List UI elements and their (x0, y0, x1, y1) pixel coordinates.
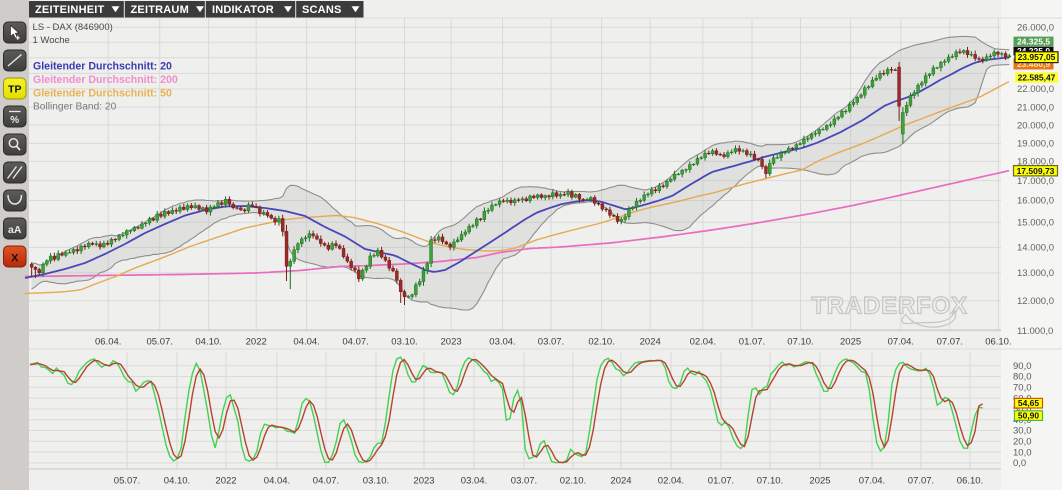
svg-text:2025: 2025 (809, 476, 830, 487)
svg-text:10,0: 10,0 (1013, 447, 1032, 458)
svg-text:%: % (10, 115, 19, 126)
svg-text:1 Woche: 1 Woche (33, 35, 70, 46)
svg-text:05.07.: 05.07. (114, 476, 140, 487)
svg-text:03.04.: 03.04. (489, 337, 515, 348)
svg-text:23.957,05: 23.957,05 (1018, 52, 1056, 62)
svg-text:Gleitender Durchschnitt: 20: Gleitender Durchschnitt: 20 (33, 61, 172, 73)
svg-text:07.10.: 07.10. (787, 337, 813, 348)
svg-text:02.10.: 02.10. (560, 476, 586, 487)
svg-text:14.000,0: 14.000,0 (1017, 243, 1054, 254)
svg-text:Gleitender Durchschnitt: 200: Gleitender Durchschnitt: 200 (33, 74, 178, 86)
svg-text:18.000,0: 18.000,0 (1017, 157, 1054, 168)
svg-text:02.10.: 02.10. (588, 337, 614, 348)
svg-text:02.04.: 02.04. (658, 476, 684, 487)
svg-text:LS - DAX (846900): LS - DAX (846900) (33, 22, 113, 33)
svg-text:80,0: 80,0 (1013, 372, 1032, 383)
svg-text:19.000,0: 19.000,0 (1017, 139, 1054, 150)
svg-text:50,90: 50,90 (1018, 411, 1040, 421)
svg-text:90,0: 90,0 (1013, 361, 1032, 372)
svg-text:26.000,0: 26.000,0 (1017, 22, 1054, 33)
svg-text:30,0: 30,0 (1013, 426, 1032, 437)
svg-text:2024: 2024 (640, 337, 661, 348)
svg-text:aA: aA (8, 224, 22, 236)
svg-text:2022: 2022 (246, 337, 267, 348)
svg-text:2024: 2024 (610, 476, 631, 487)
svg-text:24.325,5: 24.325,5 (1017, 36, 1050, 46)
svg-text:X: X (11, 253, 19, 265)
svg-text:TP: TP (8, 84, 21, 96)
svg-text:04.10.: 04.10. (164, 476, 190, 487)
svg-text:2023: 2023 (441, 337, 462, 348)
svg-text:17.509,73: 17.509,73 (1017, 166, 1055, 176)
svg-text:04.04.: 04.04. (264, 476, 290, 487)
svg-text:Gleitender Durchschnitt: 50: Gleitender Durchschnitt: 50 (33, 88, 172, 100)
svg-text:04.04.: 04.04. (293, 337, 319, 348)
svg-text:04.10.: 04.10. (195, 337, 221, 348)
svg-text:70,0: 70,0 (1013, 383, 1032, 394)
svg-text:ZEITRAUM: ZEITRAUM (131, 4, 189, 16)
svg-text:23.480,9: 23.480,9 (1017, 59, 1050, 69)
svg-text:03.10.: 03.10. (391, 337, 417, 348)
svg-text:54,65: 54,65 (1018, 398, 1040, 408)
svg-text:07.10.: 07.10. (757, 476, 783, 487)
svg-text:07.07.: 07.07. (908, 476, 934, 487)
svg-text:2023: 2023 (413, 476, 434, 487)
svg-text:06.10.: 06.10. (957, 476, 983, 487)
svg-text:20,0: 20,0 (1013, 437, 1032, 448)
svg-text:04.07.: 04.07. (342, 337, 368, 348)
svg-text:SCANS: SCANS (302, 4, 342, 16)
svg-text:50,0: 50,0 (1013, 404, 1032, 415)
svg-text:20.000,0: 20.000,0 (1017, 120, 1054, 131)
svg-text:01.07.: 01.07. (739, 337, 765, 348)
svg-text:Bollinger Band: 20: Bollinger Band: 20 (33, 102, 117, 113)
svg-text:05.07.: 05.07. (146, 337, 172, 348)
svg-text:11.000,0: 11.000,0 (1017, 326, 1053, 337)
svg-text:01.07.: 01.07. (708, 476, 734, 487)
svg-text:07.07.: 07.07. (937, 337, 963, 348)
svg-text:03.04.: 03.04. (461, 476, 487, 487)
svg-text:13.000,0: 13.000,0 (1017, 268, 1054, 279)
svg-text:03.10.: 03.10. (363, 476, 389, 487)
svg-text:03.07.: 03.07. (538, 337, 564, 348)
svg-text:07.04.: 07.04. (888, 337, 914, 348)
svg-text:ZEITEINHEIT: ZEITEINHEIT (35, 4, 105, 16)
svg-text:15.000,0: 15.000,0 (1017, 217, 1054, 228)
svg-text:22.000,0: 22.000,0 (1017, 84, 1054, 95)
svg-text:0,0: 0,0 (1013, 458, 1026, 469)
svg-text:07.04.: 07.04. (859, 476, 885, 487)
svg-text:21.000,0: 21.000,0 (1017, 102, 1054, 113)
svg-text:16.000,0: 16.000,0 (1017, 196, 1054, 207)
svg-text:2025: 2025 (840, 337, 861, 348)
svg-text:17.000,0: 17.000,0 (1017, 176, 1054, 187)
svg-text:06.10.: 06.10. (985, 337, 1011, 348)
svg-text:03.07.: 03.07. (511, 476, 537, 487)
svg-text:06.04.: 06.04. (95, 337, 121, 348)
svg-text:2022: 2022 (215, 476, 236, 487)
svg-text:22.585,47: 22.585,47 (1018, 73, 1056, 83)
svg-text:04.07.: 04.07. (313, 476, 339, 487)
svg-text:24.225,0: 24.225,0 (1017, 46, 1050, 56)
svg-text:12.000,0: 12.000,0 (1017, 296, 1054, 307)
svg-text:02.04.: 02.04. (690, 337, 716, 348)
svg-text:INDIKATOR: INDIKATOR (212, 4, 274, 16)
svg-text:TRADERFOX: TRADERFOX (811, 293, 968, 320)
